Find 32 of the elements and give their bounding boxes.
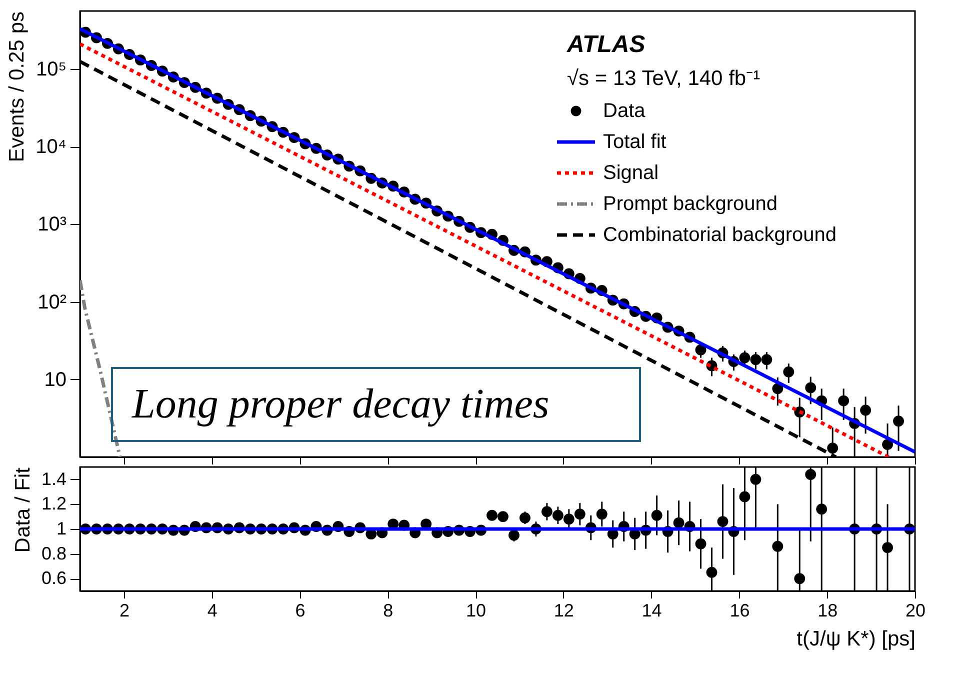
y-tick-label: 1.2 xyxy=(41,494,66,514)
annotation: ATLAS xyxy=(566,31,646,58)
legend-label: Total fit xyxy=(603,131,667,153)
y-tick-label: 10² xyxy=(38,291,67,314)
x-tick-label: 16 xyxy=(730,600,750,620)
x-tick-label: 8 xyxy=(383,600,394,620)
x-tick-label: 18 xyxy=(818,600,838,620)
legend-label: Signal xyxy=(603,162,659,184)
annotation: Long proper decay times xyxy=(131,382,550,428)
legend-label: Data xyxy=(603,100,646,122)
y-tick-label: 0.8 xyxy=(41,543,66,564)
x-tick-label: 10 xyxy=(466,600,486,620)
x-tick-label: 2 xyxy=(119,600,130,620)
y-tick-label: 10 xyxy=(44,368,66,391)
legend-label: Prompt background xyxy=(603,193,778,215)
x-tick-label: 12 xyxy=(554,600,574,620)
y-axis-title: Data / Fit xyxy=(11,467,34,553)
x-tick-label: 14 xyxy=(642,600,662,620)
x-tick-label: 4 xyxy=(207,600,218,620)
legend-label: Combinatorial background xyxy=(603,224,836,246)
y-tick-label: 1.4 xyxy=(41,468,66,489)
x-tick-label: 20 xyxy=(905,600,926,620)
line-series xyxy=(80,278,122,457)
y-tick-label: 0.6 xyxy=(41,568,66,588)
x-axis-title: t(J/ψ K*) [ps] xyxy=(796,628,916,650)
y-tick-label: 10⁵ xyxy=(36,58,66,81)
y-tick-label: 10⁴ xyxy=(36,136,66,158)
y-tick-label: 10³ xyxy=(38,214,67,236)
x-tick-label: 6 xyxy=(295,600,306,620)
y-axis-title: Events / 0.25 ps xyxy=(6,12,29,162)
annotation: √s = 13 TeV, 140 fb⁻¹ xyxy=(567,67,760,90)
y-tick-label: 1 xyxy=(56,518,66,538)
